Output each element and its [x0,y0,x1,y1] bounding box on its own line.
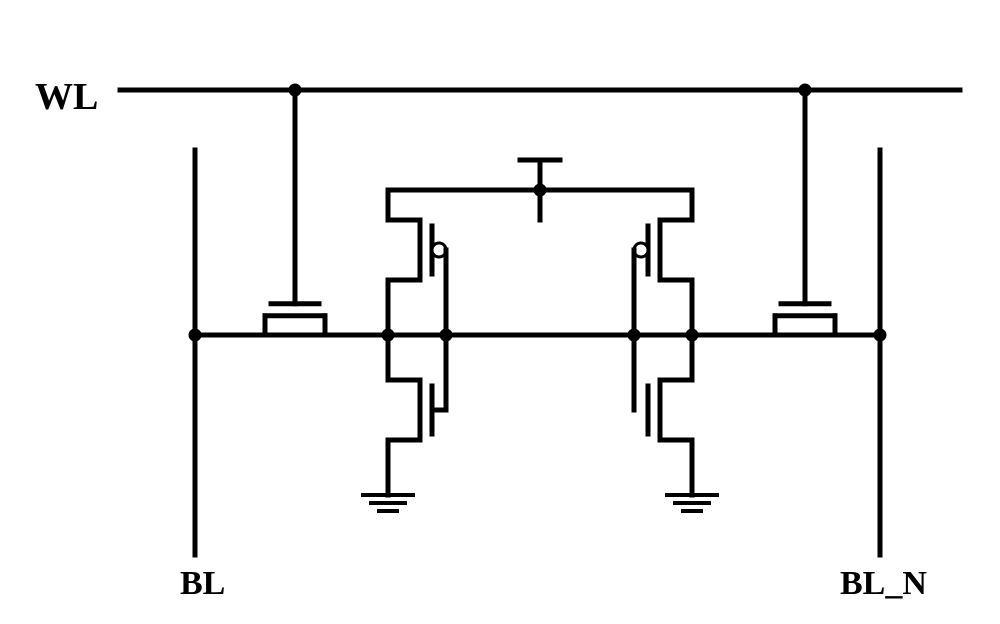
label-bitline: BL [180,565,225,603]
label-wordline: WL [35,75,98,119]
label-bitline-n: BL_N [840,565,927,603]
sram-6t-schematic [0,0,1000,624]
